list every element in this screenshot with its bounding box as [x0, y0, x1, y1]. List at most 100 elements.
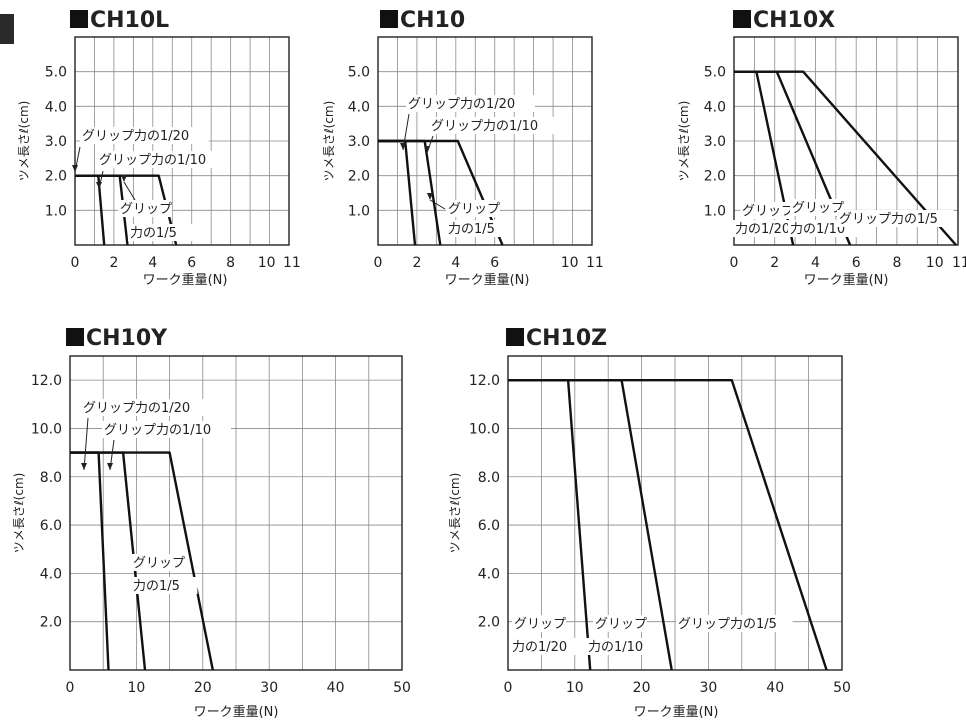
section-tab-marker [0, 14, 14, 44]
arrowhead-icon [96, 182, 102, 189]
series-annotation: 力の1/10 [588, 640, 643, 655]
chart-title: CH10Y [86, 326, 168, 351]
annotation-leader-line [429, 199, 446, 210]
annotation-background [406, 95, 535, 112]
y-axis-label: ツメ長さℓ(cm) [12, 473, 26, 554]
y-tick-label: 8.0 [40, 470, 62, 486]
y-tick-label: 1.0 [348, 203, 370, 219]
y-tick-label: 5.0 [45, 65, 67, 81]
series-annotation: グリップ力の1/10 [104, 423, 211, 438]
series-annotation: グリップ [448, 202, 500, 217]
x-tick-label: 11 [283, 255, 301, 271]
x-tick-label: 40 [327, 680, 345, 696]
x-tick-label: 6 [187, 255, 196, 271]
title-square-icon [70, 10, 88, 28]
y-tick-label: 6.0 [40, 518, 62, 534]
y-tick-label: 8.0 [478, 470, 500, 486]
chart-panel-ch10l: CH10L 1.0 2.0 3.0 4.0 5.0 0 2 4 6 8 10 11 ワーク重量(N) ツメ長… [17, 8, 301, 288]
annotation-background [118, 200, 172, 217]
x-axis-label: ワーク重量(N) [445, 272, 530, 288]
x-tick-label: 0 [66, 680, 75, 696]
x-tick-label: 50 [833, 680, 851, 696]
y-tick-label: 2.0 [348, 169, 370, 185]
series-annotation: 力の1/20 [735, 222, 790, 237]
plot-frame [69, 355, 403, 671]
annotation-background [97, 151, 226, 168]
series-annotation: グリップ [133, 556, 185, 571]
x-tick-label: 30 [699, 680, 717, 696]
y-tick-label: 4.0 [40, 566, 62, 582]
series-line-3 [75, 174, 178, 246]
series-line-3 [70, 451, 214, 671]
arrowhead-icon [424, 146, 430, 153]
annotation-background [429, 117, 558, 134]
plot-frame [74, 36, 290, 246]
chart-title: CH10Z [526, 326, 607, 351]
annotation-background [131, 554, 185, 571]
annotation-background [676, 615, 793, 632]
annotation-background [837, 210, 954, 227]
x-tick-label: 10 [926, 255, 944, 271]
series-annotation: 力の1/5 [448, 222, 495, 237]
y-axis-label: ツメ長さℓ(cm) [17, 101, 31, 182]
annotation-background [740, 202, 794, 219]
annotation-leader-line [83, 417, 89, 471]
series-annotation: 力の1/10 [790, 222, 845, 237]
series-annotation: グリップ [742, 204, 794, 219]
x-axis-label: ワーク重量(N) [194, 704, 279, 720]
y-tick-label: 3.0 [348, 134, 370, 150]
series-annotation: グリップ力の1/20 [408, 97, 515, 112]
x-tick-label: 10 [127, 680, 145, 696]
series-annotation: グリップ力の1/10 [99, 153, 206, 168]
chart-title: CH10L [90, 8, 169, 33]
y-tick-label: 3.0 [704, 134, 726, 150]
series-annotation: グリップ力の1/5 [839, 212, 938, 227]
annotation-background [128, 224, 195, 241]
x-tick-label: 40 [766, 680, 784, 696]
series-annotation: 力の1/5 [130, 226, 177, 241]
arrowhead-icon [427, 193, 433, 200]
annotation-background [446, 220, 513, 237]
annotation-background [790, 199, 844, 216]
series-line-2 [734, 70, 852, 246]
y-axis-label: ツメ長さℓ(cm) [322, 101, 336, 182]
annotation-background [131, 577, 198, 594]
annotation-leader-line [123, 181, 136, 201]
x-axis-label: ワーク重量(N) [634, 704, 719, 720]
annotation-background [510, 638, 589, 655]
x-tick-label: 8 [892, 255, 901, 271]
title-square-icon [66, 328, 84, 346]
y-axis-label: ツメ長さℓ(cm) [677, 101, 691, 182]
y-tick-label: 2.0 [704, 169, 726, 185]
x-tick-label: 11 [586, 255, 604, 271]
annotation-background [80, 127, 209, 144]
x-tick-label: 11 [952, 255, 966, 271]
chart-panel-ch10y: CH10Y 2.0 4.0 6.0 8.0 10.0 12.0 0 10 20 30 40 50 ワーク重… [12, 326, 411, 720]
y-tick-label: 2.0 [478, 615, 500, 631]
series-line-3 [508, 379, 828, 671]
annotation-background [586, 638, 665, 655]
arrowhead-icon [400, 143, 406, 150]
plot-frame [733, 36, 959, 246]
series-line-1 [378, 139, 417, 246]
y-tick-label: 4.0 [348, 99, 370, 115]
x-tick-label: 2 [412, 255, 421, 271]
y-tick-label: 4.0 [478, 566, 500, 582]
series-annotation: グリップ力の1/20 [82, 129, 189, 144]
arrowhead-icon [121, 175, 127, 182]
x-tick-label: 2 [109, 255, 118, 271]
x-tick-label: 4 [811, 255, 820, 271]
x-tick-label: 10 [258, 255, 276, 271]
y-tick-label: 10.0 [469, 421, 500, 437]
y-tick-label: 1.0 [704, 203, 726, 219]
y-axis-label: ツメ長さℓ(cm) [448, 473, 462, 554]
series-line-3 [734, 70, 957, 246]
x-tick-label: 6 [490, 255, 499, 271]
y-tick-label: 5.0 [348, 65, 370, 81]
arrowhead-icon [81, 463, 87, 470]
plot-frame [507, 355, 843, 671]
chart-title: CH10X [753, 8, 835, 33]
annotation-background [593, 615, 647, 632]
series-annotation: グリップ [792, 201, 844, 216]
y-tick-label: 12.0 [469, 373, 500, 389]
